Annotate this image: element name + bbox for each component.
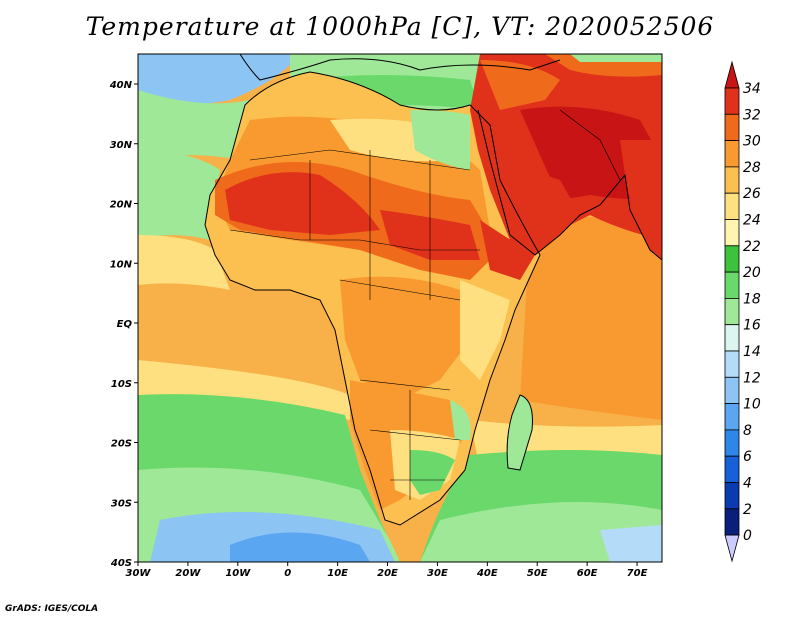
colorbar-box bbox=[724, 297, 740, 326]
gulf-of-guinea-zone bbox=[138, 235, 230, 290]
latitude-axis: 40N 30N 20N 10N EQ 10S 20S 30S 40S bbox=[109, 80, 138, 569]
colorbar-box bbox=[724, 455, 740, 483]
colorbar-label: 18 bbox=[743, 291, 761, 307]
indian-ocean-cold-zone bbox=[600, 525, 662, 562]
colorbar-box bbox=[724, 113, 740, 142]
colorbar-label: 26 bbox=[743, 186, 761, 202]
southeast-africa-cool-zone bbox=[450, 400, 471, 440]
colorbar-box bbox=[724, 271, 740, 299]
colorbar-box bbox=[724, 245, 740, 273]
lon-tick-label: 30E bbox=[427, 568, 448, 579]
border-middle-east bbox=[559, 109, 621, 181]
lon-tick-label: 20E bbox=[377, 568, 398, 579]
africa-coastline bbox=[204, 71, 541, 526]
horn-of-africa-hottest-zone bbox=[480, 220, 535, 280]
lon-tick-label: 60E bbox=[577, 568, 598, 579]
colorbar-box bbox=[724, 350, 740, 378]
lon-tick-label: 10W bbox=[225, 568, 251, 579]
lon-tick-label: 30W bbox=[126, 568, 152, 579]
lat-tick-label: 30N bbox=[110, 140, 133, 151]
border-central bbox=[339, 279, 461, 301]
arabia-coastline bbox=[477, 109, 662, 261]
colorbar-label: 22 bbox=[743, 239, 761, 255]
lat-tick-label: 40S bbox=[110, 558, 132, 569]
colorbar-box bbox=[724, 403, 740, 431]
egypt-mild-zone bbox=[410, 110, 470, 170]
colorbar-under-triangle bbox=[724, 534, 740, 563]
central-africa-warm-zone bbox=[340, 276, 470, 400]
colorbar-label: 6 bbox=[743, 449, 752, 465]
lon-tick-label: 40E bbox=[476, 568, 498, 579]
colorbar-label: 14 bbox=[743, 344, 761, 360]
lon-tick-label: 50E bbox=[527, 568, 548, 579]
arabian-peninsula-hot-zone bbox=[490, 160, 580, 255]
colorbar-label: 34 bbox=[743, 81, 761, 97]
colorbar-label: 16 bbox=[743, 318, 761, 334]
border-south bbox=[369, 429, 461, 441]
colorbar-label: 0 bbox=[743, 528, 752, 544]
colorbar-label: 10 bbox=[743, 397, 761, 413]
lat-tick-label: 10S bbox=[111, 379, 132, 390]
lat-tick-label: EQ bbox=[117, 319, 133, 330]
colorbar-box bbox=[724, 376, 740, 404]
south-atlantic-coldest-zone bbox=[230, 532, 370, 562]
india-hot-zone bbox=[620, 140, 662, 260]
eastern-atlantic-zone bbox=[138, 150, 220, 240]
colorbar-label: 4 bbox=[743, 476, 752, 492]
temperature-field bbox=[138, 54, 662, 562]
lon-tick-label: 10E bbox=[327, 568, 348, 579]
colorbar-box bbox=[724, 324, 740, 352]
colorbar-box bbox=[724, 140, 740, 168]
lat-tick-label: 20S bbox=[111, 439, 132, 450]
colorbar-label: 30 bbox=[743, 134, 761, 150]
madagascar-coastline bbox=[506, 394, 533, 471]
colorbar-box bbox=[724, 219, 740, 247]
colorbar-box bbox=[724, 87, 740, 115]
longitude-axis: 30W 20W 10W 0 10E 20E 30E 40E 50E 60E 70E bbox=[126, 562, 648, 579]
colorbar-label: 20 bbox=[743, 265, 761, 281]
central-asia-mild-zone bbox=[570, 54, 662, 62]
lon-tick-label: 20W bbox=[175, 568, 201, 579]
indian-ocean-cooler-zone bbox=[420, 502, 662, 562]
colorbar-over-triangle bbox=[724, 60, 740, 89]
lat-tick-label: 10N bbox=[110, 259, 133, 270]
arabian-sea-warm-zone bbox=[520, 217, 662, 420]
levant-mild-zone bbox=[480, 60, 560, 110]
lon-tick-label: 0 bbox=[284, 568, 291, 579]
lon-tick-label: 70E bbox=[627, 568, 648, 579]
border-sahel bbox=[229, 229, 480, 251]
colorbar-label: 32 bbox=[743, 107, 761, 123]
credit-label: GrADS: IGES/COLA bbox=[5, 604, 99, 614]
colorbar-box bbox=[724, 166, 740, 194]
lat-tick-label: 40N bbox=[109, 80, 133, 91]
west-sahel-hottest-zone bbox=[225, 172, 380, 235]
coastlines bbox=[204, 54, 662, 526]
border-south-central bbox=[359, 379, 451, 391]
country-borders bbox=[229, 109, 621, 500]
colorbar-label: 2 bbox=[743, 502, 752, 518]
map-title: Temperature at 1000hPa [C], VT: 20200525… bbox=[85, 12, 715, 41]
lat-tick-label: 20N bbox=[110, 200, 133, 211]
border-north bbox=[249, 149, 471, 171]
colorbar-box bbox=[724, 508, 740, 536]
colorbar-box bbox=[724, 482, 740, 510]
colorbar-label: 24 bbox=[743, 213, 761, 229]
north-atlantic-cool-zone bbox=[138, 54, 300, 105]
north-atlantic-coast-zone bbox=[138, 90, 250, 160]
colorbar-box bbox=[724, 429, 740, 457]
colorbar-label: 8 bbox=[743, 423, 752, 439]
lat-tick-label: 30S bbox=[111, 498, 132, 509]
colorbar-label: 12 bbox=[743, 370, 761, 386]
europe-coastline bbox=[239, 54, 561, 81]
madagascar-land bbox=[507, 395, 533, 470]
colorbar-box bbox=[724, 192, 740, 220]
colorbar-label: 28 bbox=[743, 160, 761, 176]
map-frame bbox=[137, 53, 663, 563]
southern-africa-cool-zone bbox=[410, 450, 455, 495]
west-africa-warm-zone bbox=[230, 240, 360, 300]
east-africa-mild-zone bbox=[460, 280, 510, 380]
